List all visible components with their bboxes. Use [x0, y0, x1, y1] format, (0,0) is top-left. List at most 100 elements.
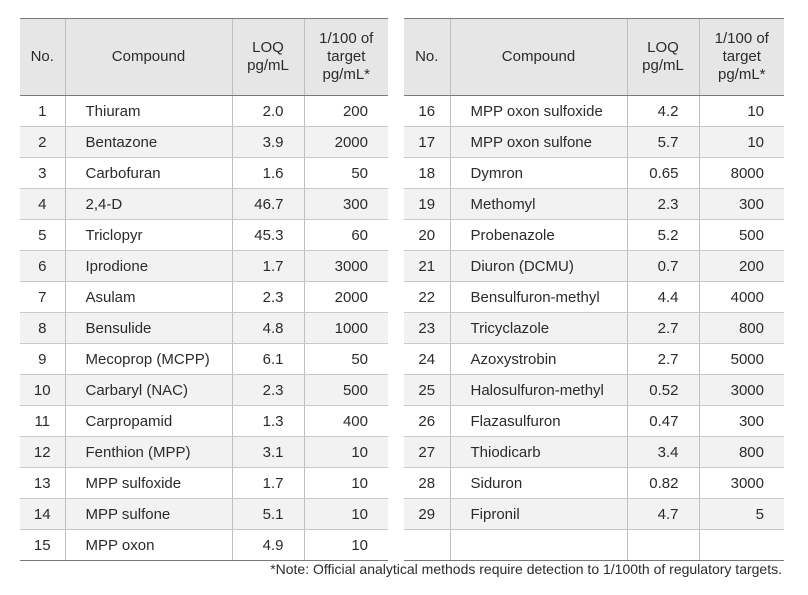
cell-loq: 0.82	[626, 467, 699, 499]
cell-target: 800	[698, 436, 784, 468]
cell-no: 25	[404, 374, 450, 406]
cell-compound: Bensulfuron-methyl	[449, 281, 627, 313]
cell-loq: 46.7	[231, 188, 304, 220]
cell-no: 13	[20, 467, 65, 499]
cell-target: 10	[303, 498, 388, 530]
cell-no: 7	[20, 281, 65, 313]
cell-no	[404, 529, 450, 561]
cell-target: 10	[303, 436, 388, 468]
table-row: 7 Asulam 2.3 2000	[20, 281, 388, 313]
cell-no: 29	[404, 498, 450, 530]
cell-target: 10	[698, 95, 784, 127]
cell-compound: MPP sulfone	[64, 498, 232, 530]
cell-loq: 2.3	[231, 374, 304, 406]
header-target-line2: target	[722, 48, 761, 65]
table-row: 3 Carbofuran 1.6 50	[20, 157, 388, 189]
cell-no: 22	[404, 281, 450, 313]
cell-target: 1000	[303, 312, 388, 344]
cell-target: 300	[303, 188, 388, 220]
cell-compound: Fipronil	[449, 498, 627, 530]
header-loq: LOQ pg/mL	[626, 18, 699, 96]
cell-no: 21	[404, 250, 450, 282]
cell-loq: 4.8	[231, 312, 304, 344]
cell-target: 200	[303, 95, 388, 127]
cell-compound: MPP oxon	[64, 529, 232, 561]
cell-target: 10	[303, 529, 388, 561]
table-row: 26 Flazasulfuron 0.47 300	[404, 405, 784, 437]
cell-no: 24	[404, 343, 450, 375]
header-compound: Compound	[64, 18, 232, 96]
header-no: No.	[20, 18, 65, 96]
cell-no: 20	[404, 219, 450, 251]
cell-loq: 1.7	[231, 250, 304, 282]
table-row: 4 2,4-D 46.7 300	[20, 188, 388, 220]
table-row: 18 Dymron 0.65 8000	[404, 157, 784, 189]
cell-target: 50	[303, 157, 388, 189]
cell-target: 500	[303, 374, 388, 406]
cell-target: 200	[698, 250, 784, 282]
cell-no: 4	[20, 188, 65, 220]
header-target-line3: pg/mL*	[717, 66, 766, 83]
table-row: 12 Fenthion (MPP) 3.1 10	[20, 436, 388, 468]
cell-loq: 5.2	[626, 219, 699, 251]
cell-no: 1	[20, 95, 65, 127]
header-target-line2: target	[327, 48, 366, 65]
cell-compound: 2,4-D	[64, 188, 232, 220]
cell-loq: 45.3	[231, 219, 304, 251]
cell-target: 300	[698, 405, 784, 437]
cell-loq: 3.1	[231, 436, 304, 468]
cell-loq: 4.7	[626, 498, 699, 530]
cell-compound: MPP sulfoxide	[64, 467, 232, 499]
cell-target: 3000	[303, 250, 388, 282]
table-row: 29 Fipronil 4.7 5	[404, 498, 784, 530]
cell-compound: Diuron (DCMU)	[449, 250, 627, 282]
cell-target: 60	[303, 219, 388, 251]
table-row: 10 Carbaryl (NAC) 2.3 500	[20, 374, 388, 406]
cell-no: 18	[404, 157, 450, 189]
cell-target: 2000	[303, 281, 388, 313]
table-row: 19 Methomyl 2.3 300	[404, 188, 784, 220]
table-row: 13 MPP sulfoxide 1.7 10	[20, 467, 388, 499]
cell-compound: Azoxystrobin	[449, 343, 627, 375]
cell-no: 14	[20, 498, 65, 530]
table-row: 16 MPP oxon sulfoxide 4.2 10	[404, 95, 784, 127]
cell-no: 11	[20, 405, 65, 437]
table-row: 28 Siduron 0.82 3000	[404, 467, 784, 499]
cell-target: 5	[698, 498, 784, 530]
cell-no: 2	[20, 126, 65, 158]
cell-loq: 4.4	[626, 281, 699, 313]
table-row: 6 Iprodione 1.7 3000	[20, 250, 388, 282]
table-row: 25 Halosulfuron-methyl 0.52 3000	[404, 374, 784, 406]
header-loq-line1: LOQ	[252, 39, 284, 56]
cell-loq: 5.7	[626, 126, 699, 158]
cell-compound: Carbaryl (NAC)	[64, 374, 232, 406]
header-compound: Compound	[449, 18, 627, 96]
table-row: 21 Diuron (DCMU) 0.7 200	[404, 250, 784, 282]
cell-no: 5	[20, 219, 65, 251]
cell-target: 10	[698, 126, 784, 158]
cell-target: 400	[303, 405, 388, 437]
cell-no: 9	[20, 343, 65, 375]
cell-compound: Mecoprop (MCPP)	[64, 343, 232, 375]
cell-loq: 1.6	[231, 157, 304, 189]
cell-loq: 2.3	[626, 188, 699, 220]
table-row: 8 Bensulide 4.8 1000	[20, 312, 388, 344]
header-target-line3: pg/mL*	[322, 66, 371, 83]
table-header-row: No. Compound LOQ pg/mL 1/100 of target p…	[20, 18, 388, 96]
table-row	[404, 529, 784, 561]
header-loq: LOQ pg/mL	[231, 18, 304, 96]
cell-loq: 2.0	[231, 95, 304, 127]
cell-no: 10	[20, 374, 65, 406]
cell-loq: 2.3	[231, 281, 304, 313]
cell-no: 17	[404, 126, 450, 158]
compound-table-left: No. Compound LOQ pg/mL 1/100 of target p…	[20, 18, 388, 561]
cell-loq	[626, 529, 699, 561]
footnote: *Note: Official analytical methods requi…	[270, 561, 782, 577]
table-row: 14 MPP sulfone 5.1 10	[20, 498, 388, 530]
cell-target	[698, 529, 784, 561]
cell-no: 28	[404, 467, 450, 499]
cell-target: 10	[303, 467, 388, 499]
cell-loq: 4.9	[231, 529, 304, 561]
cell-no: 19	[404, 188, 450, 220]
table-row: 23 Tricyclazole 2.7 800	[404, 312, 784, 344]
